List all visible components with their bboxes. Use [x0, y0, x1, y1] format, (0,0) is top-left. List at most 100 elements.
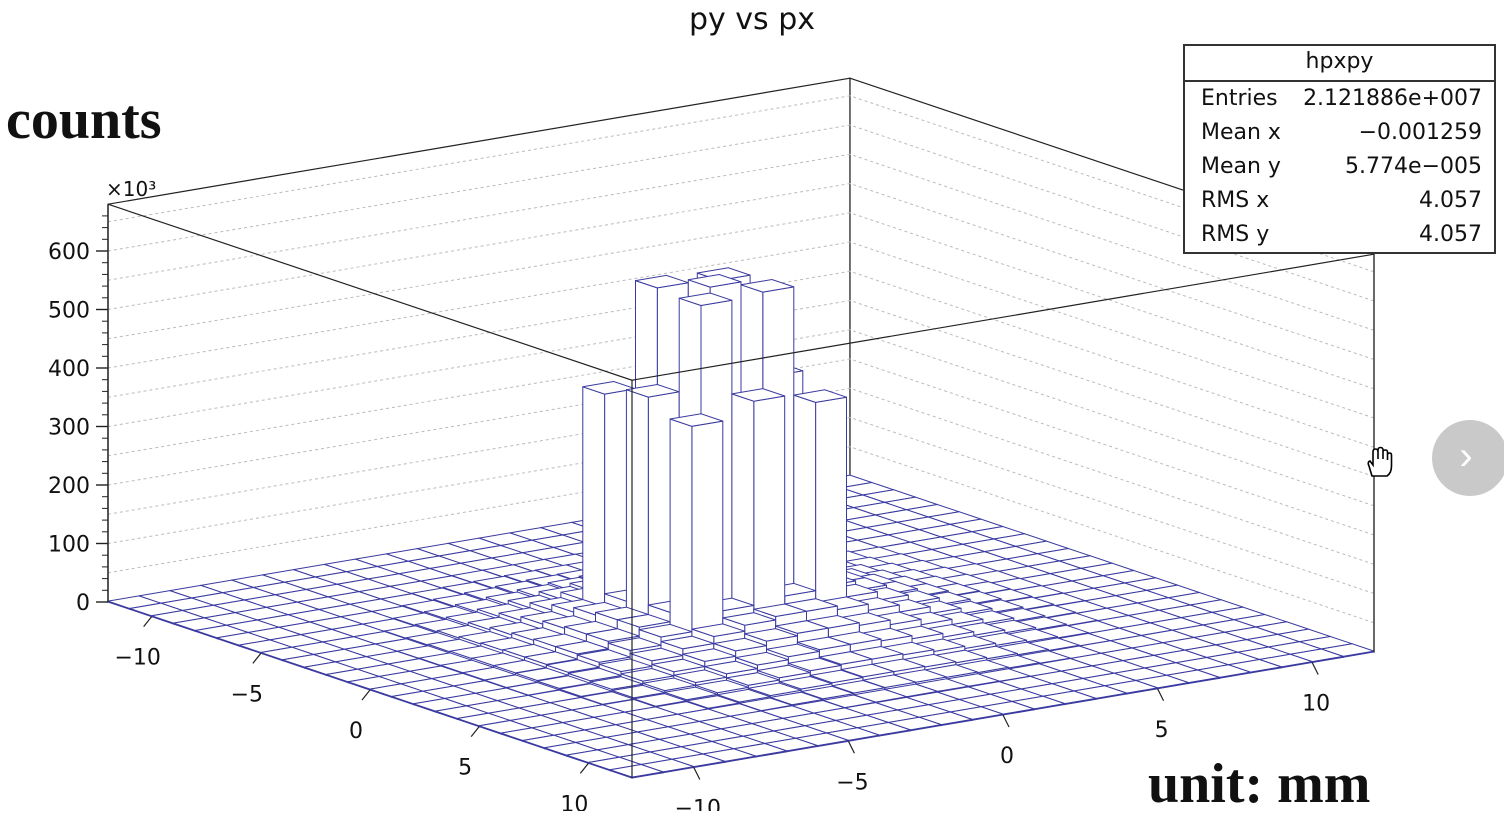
stats-row: Mean x −0.001259 [1185, 116, 1494, 150]
bar-top [740, 278, 794, 293]
bar-top [722, 612, 776, 626]
y-tick-label: 5 [1155, 718, 1169, 743]
wall-gridline [107, 241, 1375, 419]
stats-value: 5.774e−005 [1345, 154, 1482, 179]
bar-top [691, 623, 745, 638]
frame-edge [107, 203, 1375, 381]
bar-top [766, 643, 820, 658]
wall-gridline [107, 299, 1375, 477]
bar-top [717, 688, 771, 703]
bar-top [673, 669, 727, 684]
y-tick-label: 10 [1302, 692, 1330, 717]
bar-top [779, 675, 833, 690]
z-axis-label: counts [6, 89, 162, 151]
x-tick-label: −10 [114, 646, 160, 671]
stats-label: Entries [1201, 86, 1278, 111]
z-multiplier-label: ×10³ [106, 177, 156, 201]
stats-label: RMS x [1201, 188, 1270, 213]
next-slide-button[interactable]: › [1432, 420, 1504, 496]
wall-gridline [107, 387, 1375, 565]
stats-value: 4.057 [1419, 188, 1482, 213]
bar-top [713, 637, 767, 652]
x-tick [252, 652, 262, 664]
x-tick-label: −5 [231, 682, 263, 707]
x-tick [470, 726, 480, 738]
bar-top [831, 679, 885, 694]
bar-face [691, 420, 724, 658]
bar-top [793, 389, 847, 403]
stats-label: Mean y [1201, 154, 1281, 179]
wall-gridline [107, 153, 1375, 331]
wall-gridline [107, 124, 1375, 302]
y-tick [1311, 662, 1319, 675]
y-tick [1157, 688, 1165, 702]
stats-box: hpxpy Entries 2.121886e+007 Mean x −0.0012… [1183, 44, 1496, 254]
y-tick-label: −10 [675, 797, 721, 812]
stats-title: hpxpy [1185, 46, 1494, 82]
bar-top [679, 292, 733, 307]
stats-label: Mean x [1201, 120, 1281, 145]
y-tick [1002, 714, 1010, 728]
x-tick [361, 689, 371, 701]
bar-top [810, 669, 864, 684]
hand-cursor-icon [1367, 446, 1393, 477]
bar-top [819, 651, 873, 665]
stats-row: Entries 2.121886e+007 [1185, 82, 1494, 116]
wall-gridline [107, 358, 1375, 536]
x-tick-label: 10 [560, 792, 588, 811]
x-tick [579, 762, 589, 774]
stats-value: 4.057 [1419, 222, 1482, 247]
wall-gridline [107, 446, 1375, 624]
bar-top [840, 663, 894, 678]
y-tick [847, 740, 855, 754]
stats-row: RMS x 4.057 [1185, 184, 1494, 218]
z-tick-label: 0 [76, 591, 90, 616]
bar-top [788, 657, 842, 672]
bar-top [757, 664, 811, 679]
bar-face [669, 418, 693, 659]
bar-top [695, 679, 749, 694]
wall-gridline [107, 182, 1375, 360]
bar-face [582, 386, 606, 629]
z-tick-label: 500 [48, 299, 90, 324]
bar-top [735, 651, 789, 666]
x-tick-label: 0 [349, 719, 363, 744]
z-tick-label: 300 [48, 416, 90, 441]
chart-title: py vs px [688, 2, 816, 37]
unit-label: unit: mm [1148, 753, 1371, 815]
bar-top [669, 413, 723, 427]
wall-gridline [107, 416, 1375, 594]
y-tick [693, 767, 701, 780]
stats-row: RMS y 4.057 [1185, 218, 1494, 252]
bar-top [610, 763, 664, 778]
bar-top [704, 660, 758, 675]
chevron-right-icon: › [1459, 434, 1473, 478]
stats-value: 2.121886e+007 [1303, 86, 1482, 111]
stats-label: RMS y [1201, 222, 1270, 247]
wall-gridline [107, 95, 1375, 273]
bar-top [726, 672, 780, 686]
bar-top [731, 388, 785, 402]
bar-top [753, 603, 807, 618]
z-tick-label: 400 [48, 357, 90, 382]
bar-top [748, 682, 802, 697]
bar-top [682, 648, 736, 662]
y-tick-label: 0 [1000, 744, 1014, 769]
bar-top [744, 628, 798, 642]
wall-gridline [107, 329, 1375, 507]
x-tick-label: 5 [458, 756, 472, 781]
bar-top [800, 685, 854, 700]
z-tick-label: 600 [48, 240, 90, 265]
bar-top [770, 691, 824, 706]
z-tick-label: 200 [48, 474, 90, 499]
bar-top [797, 636, 851, 651]
wall-gridline [107, 270, 1375, 448]
y-tick-label: −5 [836, 770, 868, 795]
wall-gridline [107, 212, 1375, 390]
bar-top [688, 273, 742, 288]
bar-top [775, 620, 829, 634]
stats-row: Mean y 5.774e−005 [1185, 150, 1494, 184]
x-tick [143, 616, 153, 628]
z-tick-label: 100 [48, 533, 90, 558]
